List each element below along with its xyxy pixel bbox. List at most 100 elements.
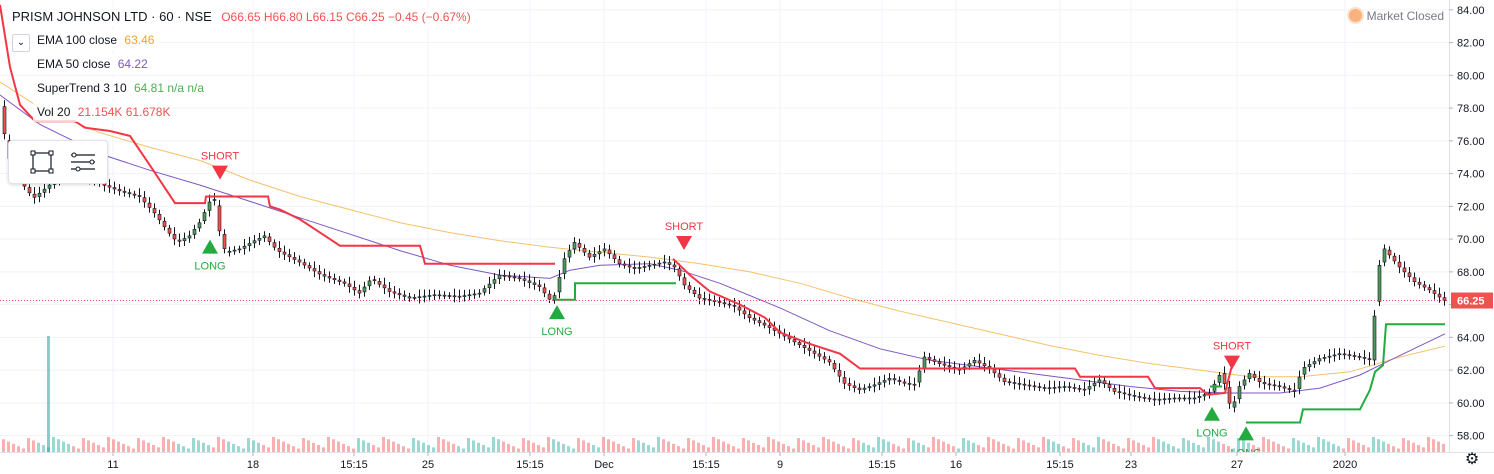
volume-bar — [542, 447, 545, 452]
candle-body — [1182, 397, 1187, 400]
candle — [1322, 354, 1327, 362]
volume-bar — [627, 448, 630, 452]
candle-body — [812, 350, 817, 354]
candle-body — [622, 263, 627, 266]
candle-body — [172, 234, 177, 240]
volume-bar — [1037, 447, 1040, 452]
candle — [1327, 348, 1332, 364]
candle-body — [1442, 297, 1447, 301]
candle-body — [102, 183, 107, 186]
volume-bar — [577, 438, 580, 452]
candle-body — [1372, 315, 1377, 361]
indicator-supertrend[interactable]: SuperTrend 3 10 64.81 n/a n/a — [33, 78, 209, 98]
candle — [1197, 390, 1202, 403]
candle — [1257, 371, 1262, 388]
volume-bar — [1137, 442, 1140, 452]
volume-bar — [817, 447, 820, 452]
volume-bar — [1362, 445, 1365, 452]
candle — [397, 288, 402, 300]
volume-bar — [752, 442, 755, 452]
candle — [812, 345, 817, 359]
candle — [897, 376, 902, 386]
indicator-volume[interactable]: Vol 20 21.154K 61.678K — [33, 102, 175, 122]
rectangle-icon[interactable] — [25, 145, 59, 179]
volume-bar — [382, 436, 385, 452]
candle-body — [107, 185, 112, 188]
volume-bar — [437, 436, 440, 452]
candle — [332, 273, 337, 285]
candle-body — [1017, 383, 1022, 385]
volume-bar — [562, 443, 565, 452]
volume-bar — [1187, 440, 1190, 452]
volume-bar — [692, 440, 695, 452]
candle-body — [1382, 248, 1387, 263]
volume-bar — [1062, 446, 1065, 452]
candle-body — [802, 345, 807, 348]
gear-icon[interactable]: ⚙ — [1464, 451, 1480, 468]
candle-body — [212, 199, 217, 201]
volume-bar — [247, 438, 250, 452]
volume-bar — [152, 445, 155, 452]
candle-body — [632, 266, 637, 269]
volume-bar — [1262, 436, 1265, 452]
candle-body — [437, 294, 442, 297]
volume-bar — [7, 441, 10, 452]
volume-bar — [807, 442, 810, 452]
candle-body — [762, 322, 767, 326]
volume-bar — [1352, 440, 1355, 452]
candle — [422, 289, 427, 303]
volume-bar — [97, 445, 100, 452]
menu-lines-icon[interactable] — [65, 145, 99, 179]
volume-bar — [607, 439, 610, 452]
candle — [547, 290, 552, 303]
candle-body — [1237, 386, 1242, 400]
candle — [467, 289, 472, 301]
candle — [1377, 260, 1382, 307]
volume-bar — [1397, 448, 1400, 452]
volume-bar — [912, 440, 915, 452]
volume-bar — [547, 436, 550, 452]
candle-body — [1007, 381, 1012, 384]
time-axis[interactable]: 11 18 15:15 25 15:15 Dec 15:15 9 15:15 16 15:15 23 2… — [0, 452, 1494, 474]
candle — [1267, 378, 1272, 390]
volume-bar — [917, 442, 920, 452]
volume-bar — [372, 445, 375, 452]
volume-bar — [457, 446, 460, 452]
candle — [1437, 287, 1442, 303]
candle-body — [542, 287, 547, 294]
candle — [497, 269, 502, 284]
volume-bar — [1367, 447, 1370, 452]
candle-body — [857, 387, 862, 391]
indicator-ema100[interactable]: EMA 100 close 63.46 — [33, 30, 159, 50]
candle — [1212, 380, 1217, 396]
candle — [247, 236, 252, 252]
candle — [842, 370, 847, 389]
candle — [227, 246, 232, 257]
price-tick-label: 78.00 — [1457, 103, 1485, 115]
candle — [202, 209, 207, 224]
chevron-down-icon[interactable]: ⌄ — [12, 34, 30, 52]
volume-bar — [487, 447, 490, 452]
price-axis[interactable]: 84.00 82.00 80.00 78.00 76.00 74.00 72.00 70.00… — [1449, 0, 1494, 474]
candle — [522, 271, 527, 287]
candle-body — [167, 227, 172, 234]
candle-body — [332, 278, 337, 281]
candle-body — [922, 356, 927, 369]
indicator-ema50[interactable]: EMA 50 close 64.22 — [33, 54, 152, 74]
candle-body — [1097, 379, 1102, 383]
volume-bar — [492, 436, 495, 452]
volume-bar — [512, 446, 515, 452]
time-tick-label: 15:15 — [340, 459, 368, 471]
candle-body — [517, 277, 522, 280]
candle — [912, 377, 917, 391]
candle-body — [402, 294, 407, 297]
candle-body — [887, 378, 892, 381]
candle — [687, 281, 692, 294]
candle — [1172, 393, 1177, 403]
candle — [472, 289, 477, 299]
candle-body — [767, 325, 772, 328]
candle-body — [1247, 373, 1252, 379]
candle-body — [1107, 384, 1112, 388]
candle — [217, 199, 222, 237]
